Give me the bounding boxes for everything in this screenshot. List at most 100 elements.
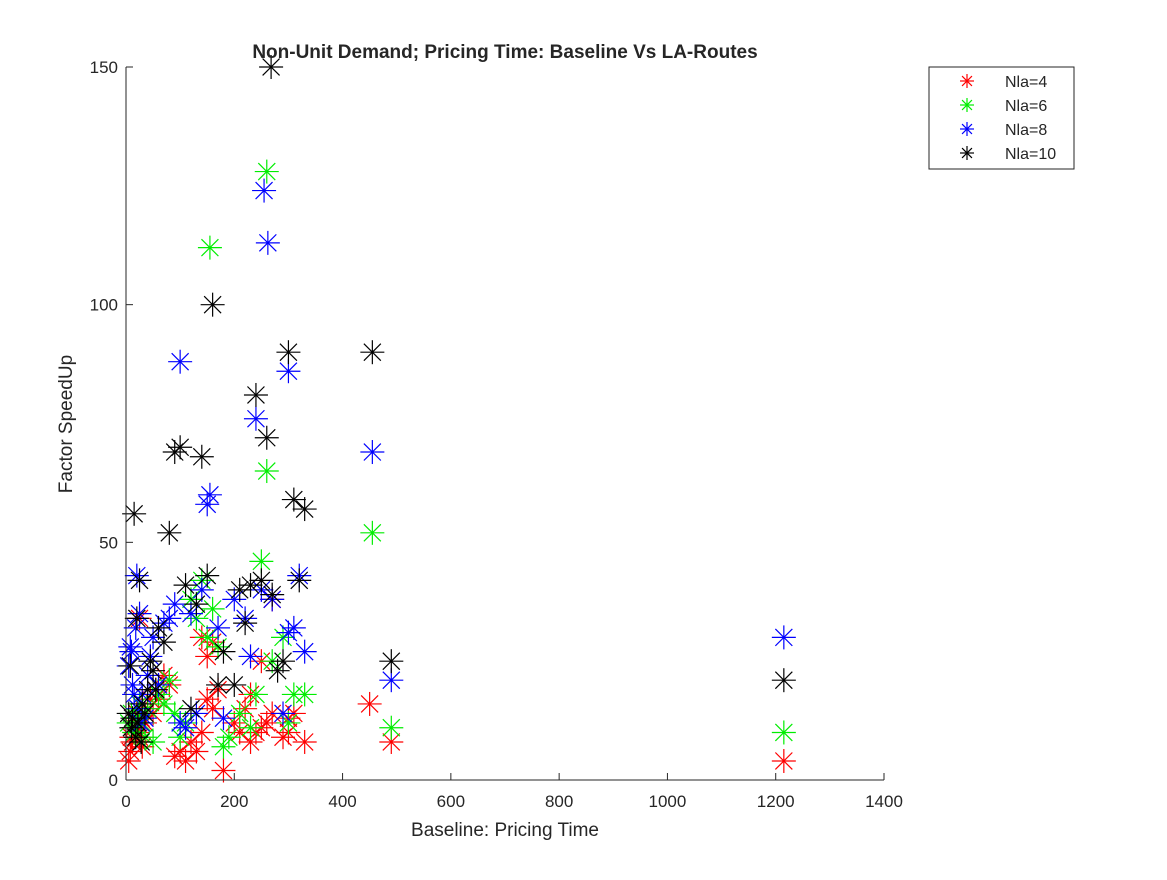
data-point [259,55,284,79]
x-tick-label: 600 [437,792,465,811]
data-point [222,672,247,697]
data-point [254,425,279,450]
data-point [189,444,214,469]
data-point [233,611,258,636]
data-point [243,406,268,431]
data-point [168,349,193,374]
data-point [173,715,198,740]
legend: Nla=4 Nla=6 Nla=8 Nla=10 [928,66,1075,170]
x-tick-label: 400 [328,792,356,811]
data-point [292,639,317,664]
data-point [357,691,382,716]
x-axis-label: Baseline: Pricing Time [411,820,599,841]
data-point [184,739,209,764]
legend-item: Nla=8 [960,122,1047,139]
data-point [211,758,236,783]
data-point [254,710,279,735]
data-point [276,340,301,365]
data-point [771,748,796,773]
data-point [206,615,231,640]
data-point [178,601,203,626]
data-point [124,563,149,588]
plot-area [116,55,796,783]
data-point [173,573,198,598]
data-point [197,235,222,260]
legend-label: Nla=4 [1005,74,1047,91]
data-point [127,568,152,593]
y-tick-label: 50 [99,533,118,552]
data-point [138,649,163,674]
data-point [254,459,279,484]
data-point [195,687,220,712]
data-point [276,710,301,735]
data-point [243,382,268,407]
data-point [157,668,182,693]
data-point [379,715,404,740]
data-point [243,682,268,707]
data-point [292,682,317,707]
data-point [287,568,312,593]
data-point [162,701,187,726]
x-tick-label: 1000 [649,792,687,811]
legend-box [928,66,1075,170]
data-point [249,568,274,593]
data-point [195,492,220,517]
data-point [125,710,150,735]
y-tick-label: 0 [109,771,118,790]
legend-label: Nla=10 [1005,146,1056,163]
data-point [260,582,285,607]
legend-label: Nla=8 [1005,122,1047,139]
data-point [271,649,296,674]
data-point [151,691,176,716]
data-point [292,497,317,522]
data-point [771,668,796,693]
data-point [178,696,203,721]
data-point [157,520,182,545]
data-point [143,677,168,702]
data-point [281,615,306,640]
data-point [197,482,222,507]
data-point [129,729,154,754]
y-tick-label: 150 [90,58,118,77]
data-point [141,625,166,650]
data-point [238,715,263,740]
x-tick-label: 800 [545,792,573,811]
data-point [132,701,157,726]
legend-marker [960,98,974,112]
data-point [173,748,198,773]
data-point [276,359,301,384]
data-point [162,592,187,617]
data-point [222,587,247,612]
data-point [216,725,241,750]
data-point [211,734,236,759]
data-point [118,653,143,678]
data-point [211,706,236,731]
data-point [360,340,385,365]
data-point [292,729,317,754]
x-tick-label: 1400 [865,792,903,811]
data-point [127,601,152,626]
data-point [271,701,296,726]
legend-marker [960,74,974,88]
legend-marker [960,122,974,136]
y-tick-label: 100 [90,296,118,315]
series-nla-10 [116,55,796,754]
data-point [360,440,385,465]
legend-label: Nla=6 [1005,98,1047,115]
data-point [130,734,155,759]
data-point [184,592,209,617]
data-point [141,658,166,683]
data-point [200,596,225,621]
data-point [360,520,385,545]
y-axis-label: Factor SpeedUp [56,355,77,493]
data-point [281,487,306,512]
data-point [771,625,796,650]
x-tick-label: 1200 [757,792,795,811]
data-point [200,292,225,317]
data-point [238,573,263,598]
legend-marker [960,146,974,160]
axes: 0 200 400 600 800 1000 1200 1400 0 50 100 150 [90,58,903,811]
data-point [200,696,225,721]
